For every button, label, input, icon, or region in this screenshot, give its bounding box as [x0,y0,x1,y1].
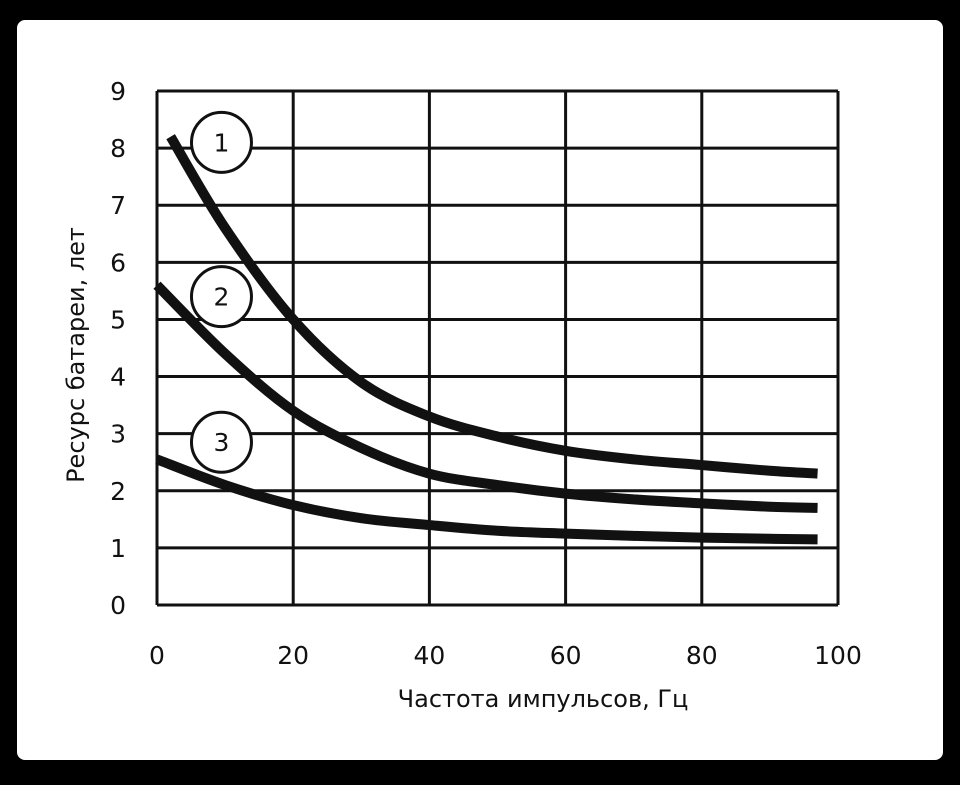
y-tick-label: 6 [110,248,126,277]
y-axis-label: Ресурс батареи, лет [62,227,90,483]
y-tick-label: 7 [110,191,126,220]
marker-label: 3 [214,428,230,457]
x-tick-label: 60 [550,641,582,670]
marker-label: 1 [214,128,230,157]
curve-marker-2: 2 [189,265,253,329]
curve-3 [155,454,818,545]
x-tick-label: 20 [277,641,309,670]
marker-circle [189,410,253,474]
y-tick-label: 4 [110,363,126,392]
y-tick-label: 2 [110,477,126,506]
x-tick-label: 80 [686,641,718,670]
curve-markers: 1 2 3 [189,110,253,474]
y-tick-label: 1 [110,534,126,563]
marker-label: 2 [214,283,230,312]
curve-marker-1: 1 [189,110,253,174]
y-tick-label: 5 [110,305,126,334]
y-tick-label: 8 [110,134,126,163]
y-axis-ticks: 0 1 2 3 4 5 6 7 8 9 [110,77,126,620]
grid [155,89,840,607]
curve-2 [153,281,818,513]
x-axis-label: Частота импульсов, Гц [398,685,689,713]
y-tick-label: 0 [110,591,126,620]
x-tick-label: 40 [413,641,445,670]
curve-marker-3: 3 [189,410,253,474]
y-tick-label: 3 [110,420,126,449]
y-tick-label: 9 [110,77,126,106]
curve-1 [166,134,818,479]
marker-circle [189,265,253,329]
x-tick-label: 100 [814,641,862,670]
x-tick-label: 0 [149,641,165,670]
curves [153,134,818,545]
marker-circle [189,110,253,174]
x-axis-ticks: 0 20 40 60 80 100 [149,641,862,670]
